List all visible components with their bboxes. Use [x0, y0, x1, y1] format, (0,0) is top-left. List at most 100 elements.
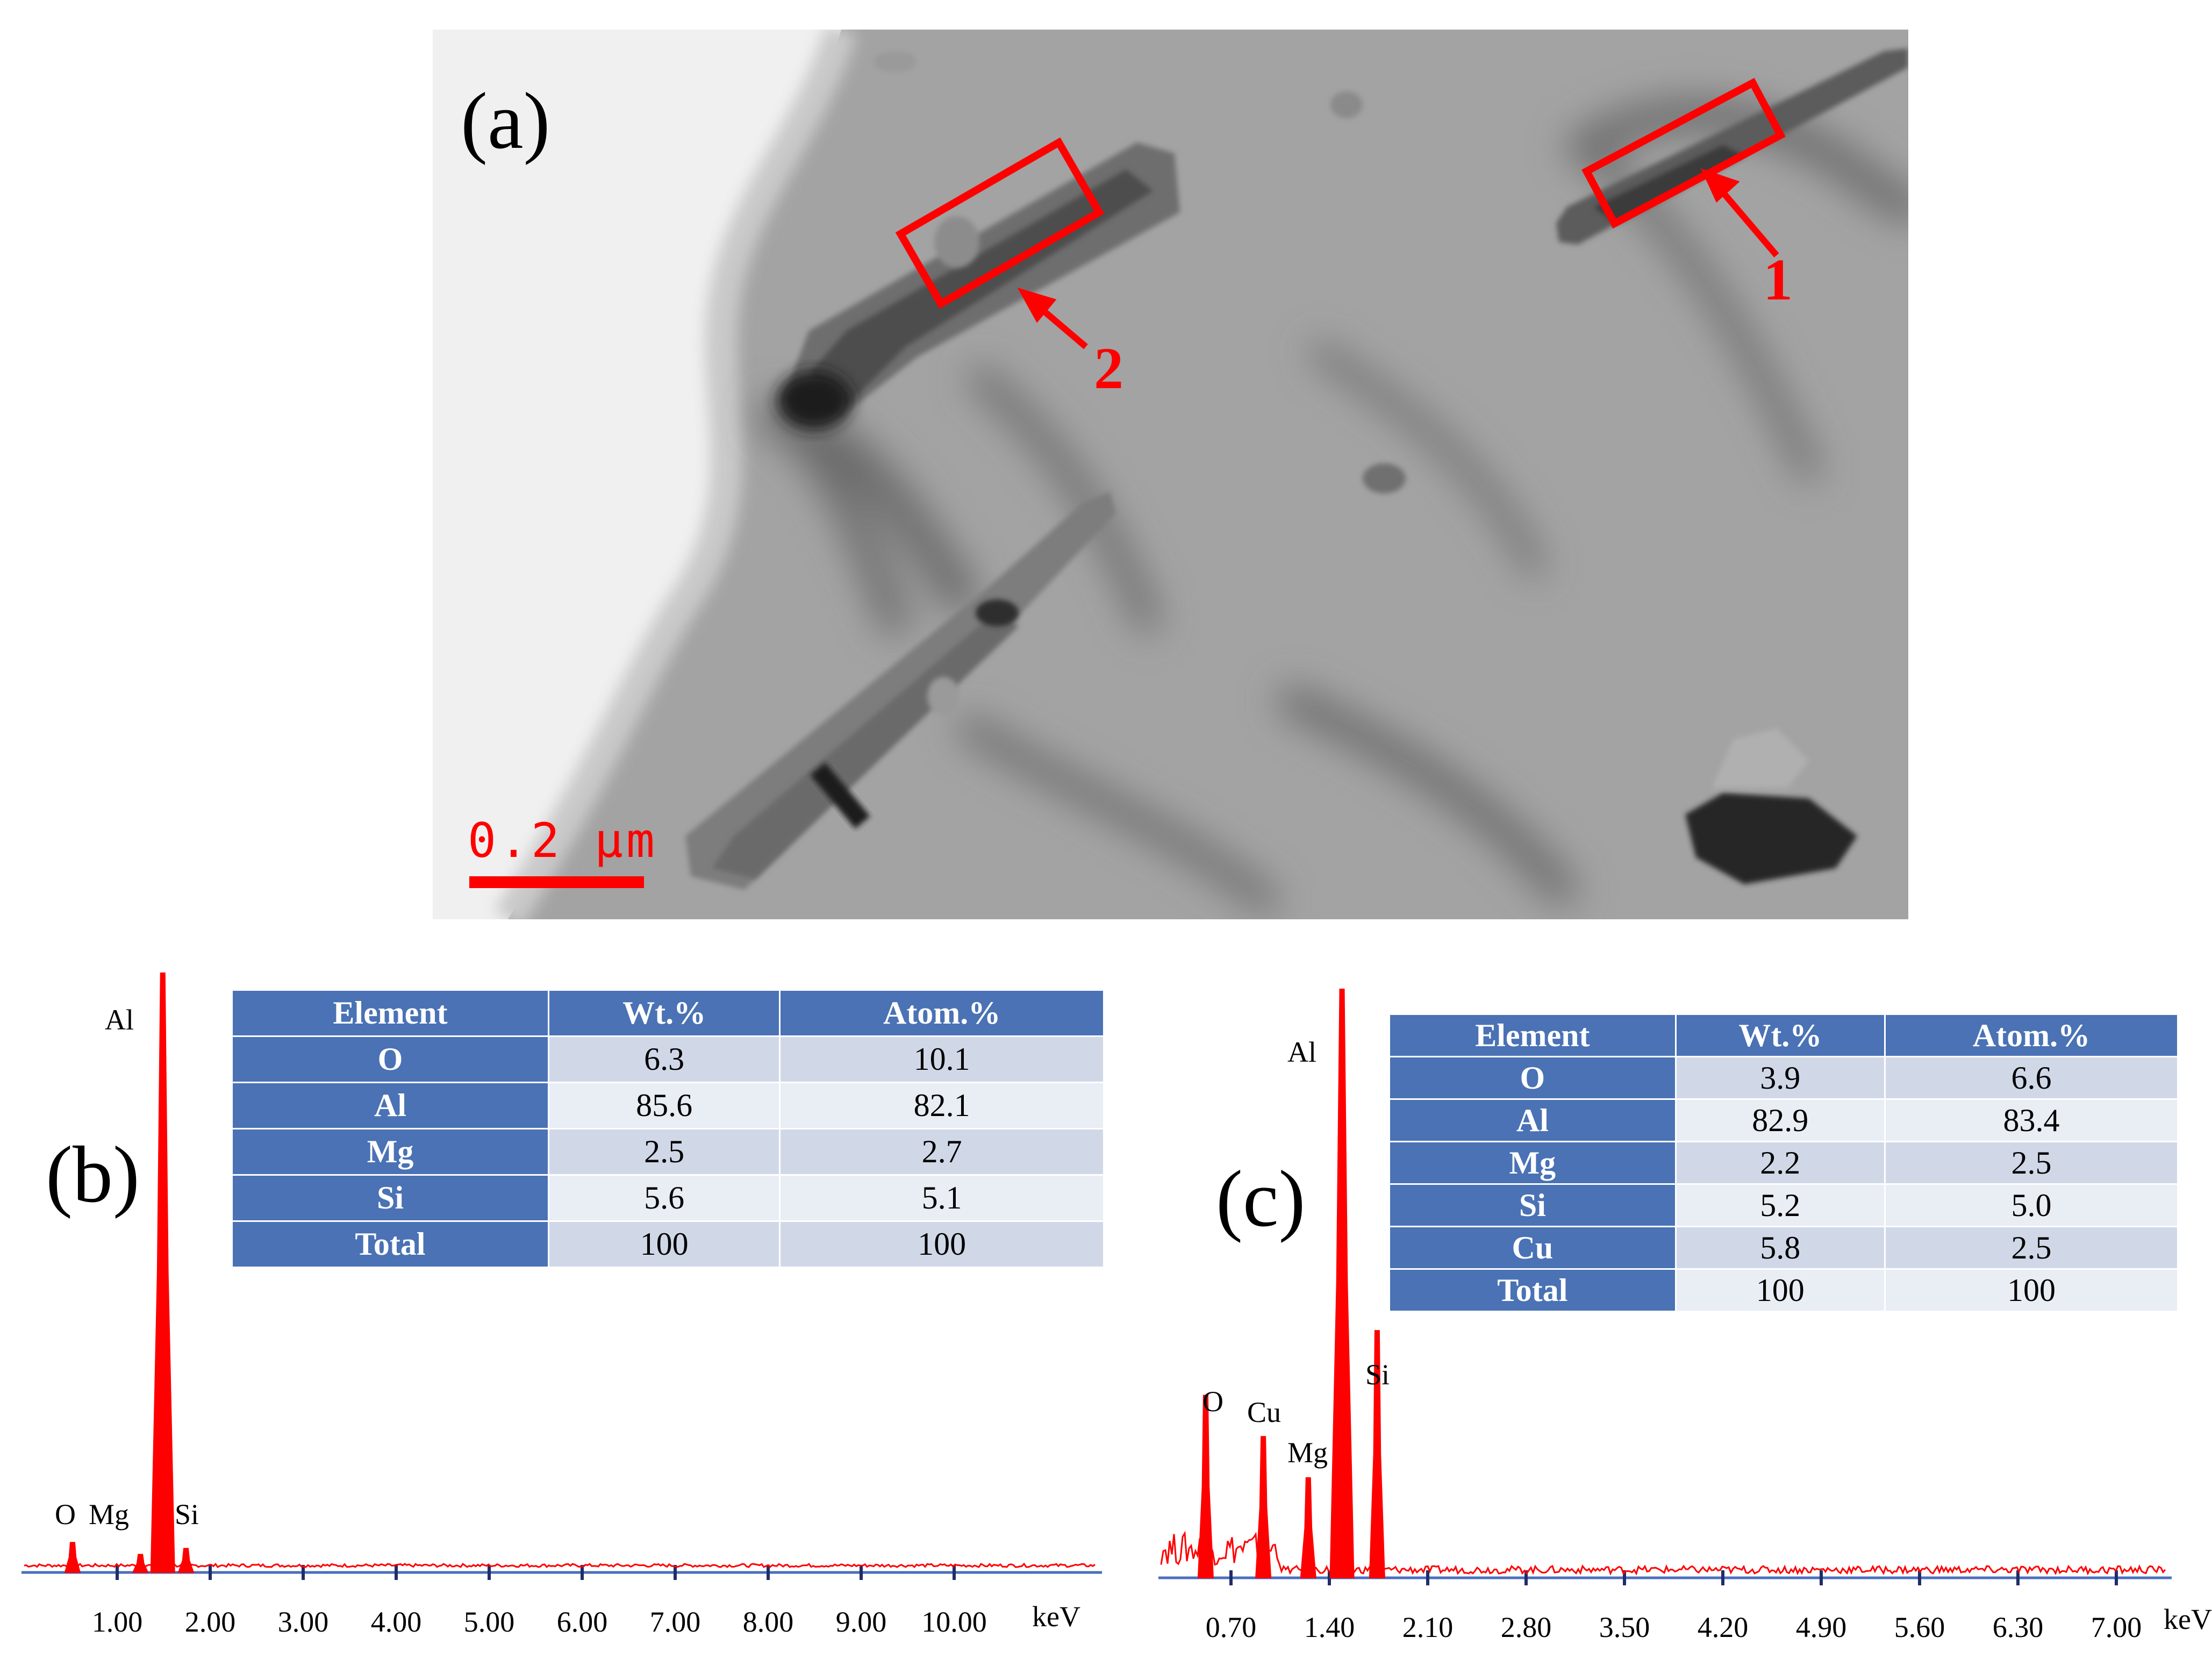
peak-al [150, 972, 175, 1573]
element-cell: Total [231, 1220, 550, 1268]
peak-label-mg: Mg [1287, 1436, 1328, 1469]
table-row: Total 100 100 [1388, 1268, 2179, 1312]
x-tick-label: 4.20 [1697, 1611, 1749, 1643]
x-tick-label: 4.00 [370, 1606, 422, 1638]
peak-label-al: Al [105, 1004, 134, 1036]
x-tick-label: 0.70 [1205, 1611, 1257, 1643]
atom-cell: 100 [1884, 1268, 2179, 1312]
x-tick-label: 1.40 [1304, 1611, 1355, 1643]
atom-cell: 5.1 [779, 1174, 1105, 1222]
x-tick-label: 5.60 [1894, 1611, 1945, 1643]
element-cell: Al [231, 1082, 550, 1129]
tem-micrograph-image [433, 30, 1908, 919]
peak-label-si: Si [1365, 1358, 1390, 1391]
atom-cell: 82.1 [779, 1082, 1105, 1129]
wt-cell: 100 [1674, 1268, 1886, 1312]
table-row: Al 82.9 83.4 [1388, 1098, 2179, 1142]
x-tick-label: 3.00 [277, 1606, 329, 1638]
eds-panel-b: (b) Al O Mg Si 1.00 2.00 3.00 4.00 5.00 … [22, 962, 1105, 1659]
x-tick-label: 9.00 [835, 1606, 887, 1638]
x-axis-unit: keV [2164, 1603, 2212, 1635]
table-header-row: Element Wt.% Atom.% [1388, 1013, 2179, 1057]
wt-cell: 5.8 [1674, 1226, 1886, 1270]
element-cell: Si [231, 1174, 550, 1222]
table-row: O 6.3 10.1 [231, 1035, 1105, 1083]
table-row: Total 100 100 [231, 1220, 1105, 1268]
panel-b-label: (b) [46, 1130, 140, 1219]
x-tick-label: 10.00 [921, 1606, 987, 1638]
eds-panel-c: (c) Al O Cu Mg Si 0.70 1.40 2.10 2.80 3.… [1150, 962, 2212, 1659]
eds-spectrum-c [1158, 989, 2172, 1585]
atom-cell: 2.5 [1884, 1226, 2179, 1270]
column-header: Element [231, 989, 550, 1037]
atom-cell: 100 [779, 1220, 1105, 1268]
wt-cell: 85.6 [548, 1082, 781, 1129]
arrow-1 [1712, 181, 1779, 258]
table-row: Cu 5.8 2.5 [1388, 1226, 2179, 1270]
peak-mg [1300, 1477, 1316, 1578]
composition-table-b: Element Wt.% Atom.% O 6.3 10.1 Al 85.6 8… [231, 989, 1105, 1268]
composition-table-c: Element Wt.% Atom.% O 3.9 6.6 Al 82.9 83… [1388, 1013, 2179, 1312]
x-tick-label: 5.00 [463, 1606, 515, 1638]
peak-label-si: Si [175, 1498, 199, 1531]
x-tick-label: 1.00 [91, 1606, 143, 1638]
atom-cell: 10.1 [779, 1035, 1105, 1083]
wt-cell: 2.2 [1674, 1141, 1886, 1185]
peak-o [64, 1542, 81, 1573]
atom-cell: 2.7 [779, 1128, 1105, 1176]
selection-box-1 [1581, 77, 1786, 229]
wt-cell: 5.6 [548, 1174, 781, 1222]
atom-cell: 2.5 [1884, 1141, 2179, 1185]
x-tick-label: 7.00 [649, 1606, 701, 1638]
element-cell: Si [1388, 1183, 1677, 1227]
x-tick-label: 4.90 [1795, 1611, 1847, 1643]
spectrum-baseline [24, 1562, 1096, 1568]
wt-cell: 100 [548, 1220, 781, 1268]
column-header: Atom.% [779, 989, 1105, 1037]
column-header: Wt.% [1674, 1013, 1886, 1057]
peak-si [1369, 1330, 1385, 1578]
peak-mg [132, 1554, 149, 1573]
element-cell: Cu [1388, 1226, 1677, 1270]
peak-label-o: O [1202, 1385, 1223, 1418]
table-row: O 3.9 6.6 [1388, 1056, 2179, 1100]
scale-bar [469, 876, 644, 888]
spectrum-baseline [1160, 1531, 2166, 1576]
element-cell: Mg [1388, 1141, 1677, 1185]
atom-cell: 83.4 [1884, 1098, 2179, 1142]
peak-label-mg: Mg [89, 1498, 130, 1531]
peak-al [1329, 989, 1355, 1578]
wt-cell: 6.3 [548, 1035, 781, 1083]
x-axis-unit: keV [1032, 1600, 1080, 1633]
element-cell: Mg [231, 1128, 550, 1176]
element-cell: Al [1388, 1098, 1677, 1142]
x-tick-label: 2.00 [184, 1606, 236, 1638]
marker-1-label: 1 [1763, 247, 1793, 312]
scale-bar-label: 0.2 μm [468, 813, 658, 868]
peak-label-al: Al [1287, 1036, 1316, 1068]
peak-label-cu: Cu [1247, 1396, 1282, 1428]
wt-cell: 5.2 [1674, 1183, 1886, 1227]
column-header: Element [1388, 1013, 1677, 1057]
eds-spectrum-b [22, 972, 1102, 1580]
table-header-row: Element Wt.% Atom.% [231, 989, 1105, 1037]
x-tick-label: 6.30 [1992, 1611, 2044, 1643]
table-row: Mg 2.5 2.7 [231, 1128, 1105, 1176]
x-tick-label: 8.00 [742, 1606, 794, 1638]
column-header: Atom.% [1884, 1013, 2179, 1057]
selection-box-2 [895, 137, 1105, 309]
element-cell: O [1388, 1056, 1677, 1100]
x-tick-label: 6.00 [556, 1606, 608, 1638]
element-cell: O [231, 1035, 550, 1083]
table-row: Al 85.6 82.1 [231, 1082, 1105, 1129]
peak-cu [1255, 1436, 1272, 1578]
table-row: Si 5.2 5.0 [1388, 1183, 2179, 1227]
peak-label-o: O [55, 1498, 76, 1531]
x-tick-label: 7.00 [2091, 1611, 2142, 1643]
x-tick-label: 3.50 [1599, 1611, 1650, 1643]
wt-cell: 82.9 [1674, 1098, 1886, 1142]
atom-cell: 5.0 [1884, 1183, 2179, 1227]
panel-c-label: (c) [1216, 1154, 1306, 1243]
panel-a-label: (a) [461, 76, 550, 166]
x-tick-label: 2.10 [1402, 1611, 1454, 1643]
